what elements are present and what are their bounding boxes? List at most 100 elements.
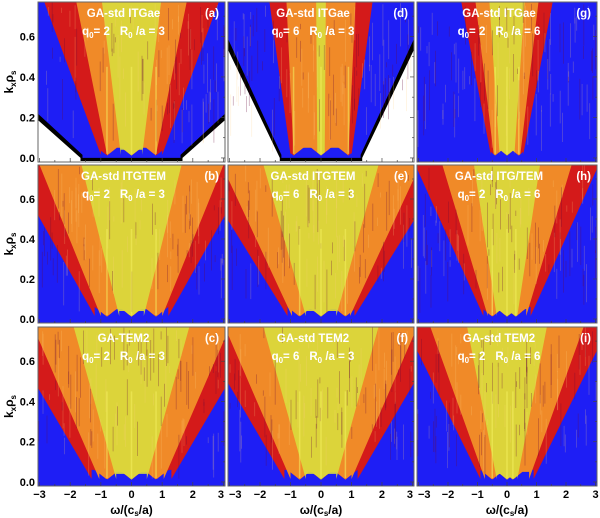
x-tick-label: 0 (318, 489, 324, 501)
q-subscript: 0 (465, 194, 470, 203)
panel-title: GA-std ITGae (276, 8, 349, 20)
xlabel-tail: /a) (328, 503, 342, 517)
y-tick-label: 0.2 (20, 274, 35, 286)
panel-e: GA-std ITGTEM (e)q0= 6 R0 /a = 3 (227, 164, 415, 324)
panel-parameters: q0= 2 R0 /a = 6 (458, 189, 541, 203)
r-subscript: 0 (318, 194, 323, 203)
panel-title: GA-std ITGTEM (271, 171, 356, 183)
r-value: /a = 3 (322, 26, 354, 38)
x-axis-label: ω/(cs/a) (486, 503, 529, 518)
q-subscript: 0 (279, 194, 284, 203)
panel-i: GA-std TEM2 (i)q0= 2 R0 /a = 6 (416, 326, 598, 487)
x-tick-label: 0 (504, 489, 510, 501)
y-axis-label: kxρs (2, 70, 18, 94)
axes-labels: 0.00.20.40.6kxρs0.00.20.40.6kxρs0.00.20.… (2, 31, 599, 518)
q-symbol: q (458, 189, 465, 201)
q-subscript: 0 (465, 356, 470, 365)
heatmap (38, 2, 225, 162)
panel-title: GA-std ITGae (87, 8, 160, 20)
xlabel-sub: s (324, 509, 329, 518)
q-symbol: q (458, 26, 465, 38)
x-tick-label: −2 (442, 489, 455, 501)
panel-c: GA-TEM2 (c)q0= 2 R0 /a = 3 (37, 326, 226, 487)
panel-b: GA-std ITGTEM (b)q0= 2 R0 /a = 3 (37, 164, 226, 324)
q-symbol: q (82, 189, 89, 201)
x-tick-label: −3 (229, 489, 242, 501)
q-value: = 2 (469, 189, 485, 201)
heatmap (417, 165, 597, 323)
q-symbol: q (272, 351, 279, 363)
xlabel-main: ω/(c (300, 503, 324, 517)
y-axis-label: kxρs (2, 394, 18, 418)
panel-parameters: q0= 2 R0 /a = 6 (458, 26, 541, 40)
r-subscript: 0 (318, 356, 323, 365)
xlabel-main: ω/(c (110, 503, 134, 517)
r-value: /a = 3 (133, 189, 165, 201)
q-subscript: 0 (279, 31, 284, 40)
y-axis-label: kxρs (2, 232, 18, 256)
x-tick-label: 3 (592, 489, 598, 501)
ylabel-sub-s: s (9, 394, 18, 399)
r-symbol: R (120, 26, 129, 38)
ylabel-sub-s: s (9, 232, 18, 237)
q-subscript: 0 (89, 194, 94, 203)
panel-g: GA-std ITGae (g)q0= 2 R0 /a = 6 (416, 1, 598, 163)
xlabel-tail: /a) (514, 503, 528, 517)
panel-title: GA-TEM2 (98, 333, 150, 345)
x-tick-label: −1 (471, 489, 484, 501)
ylabel-k: k (2, 87, 16, 94)
ylabel-k: k (2, 249, 16, 256)
q-value: = 2 (94, 351, 110, 363)
panel-title: GA-std ITG/TEM (455, 171, 543, 183)
q-value: = 2 (469, 351, 485, 363)
heatmap (417, 2, 597, 162)
r-value: /a = 3 (322, 351, 354, 363)
r-value: /a = 3 (133, 351, 165, 363)
r-symbol: R (309, 351, 318, 363)
q-value: = 2 (94, 189, 110, 201)
x-axis-label: ω/(cs/a) (110, 503, 153, 518)
panel-label: (d) (393, 8, 408, 20)
panel-label: (b) (204, 171, 219, 183)
q-symbol: q (458, 351, 465, 363)
ylabel-k: k (2, 411, 16, 418)
y-tick-label: 0.4 (20, 72, 36, 84)
x-tick-label: 0 (128, 489, 134, 501)
panels: GA-std ITGae (a)q0= 2 R0 /a = 3GA-std ITGa… (37, 1, 598, 487)
r-symbol: R (309, 189, 318, 201)
r-subscript: 0 (504, 31, 509, 40)
ylabel-rho: ρ (2, 75, 16, 82)
panel-title: GA-std TEM2 (277, 333, 349, 345)
x-axis-label: ω/(cs/a) (300, 503, 343, 518)
heatmap (228, 327, 414, 486)
r-subscript: 0 (128, 356, 133, 365)
ylabel-rho: ρ (2, 399, 16, 406)
x-tick-label: −3 (33, 489, 46, 501)
y-tick-label: 0.6 (20, 356, 35, 368)
panel-label: (h) (576, 171, 591, 183)
r-symbol: R (120, 189, 129, 201)
q-value: = 2 (94, 26, 110, 38)
r-value: /a = 3 (322, 189, 354, 201)
x-tick-label: −1 (284, 489, 297, 501)
x-tick-label: 1 (159, 489, 165, 501)
r-subscript: 0 (318, 31, 323, 40)
panel-f: GA-std TEM2 (f)q0= 6 R0 /a = 3 (227, 326, 415, 487)
panel-h: GA-std ITG/TEM (h)q0= 2 R0 /a = 6 (416, 164, 598, 324)
q-symbol: q (272, 189, 279, 201)
y-tick-label: 0.4 (20, 396, 36, 408)
panel-parameters: q0= 2 R0 /a = 3 (82, 189, 165, 203)
r-symbol: R (495, 351, 504, 363)
y-tick-label: 0.2 (20, 437, 35, 449)
ylabel-sub-x: x (9, 82, 18, 87)
q-subscript: 0 (89, 356, 94, 365)
x-tick-label: 2 (379, 489, 385, 501)
ylabel-sub-x: x (9, 244, 18, 249)
y-tick-label: 0.6 (20, 31, 35, 43)
q-symbol: q (82, 351, 89, 363)
y-tick-label: 0.0 (20, 153, 35, 165)
panel-label: (c) (205, 333, 219, 345)
xlabel-tail: /a) (139, 503, 153, 517)
q-value: = 6 (283, 351, 299, 363)
r-symbol: R (495, 189, 504, 201)
